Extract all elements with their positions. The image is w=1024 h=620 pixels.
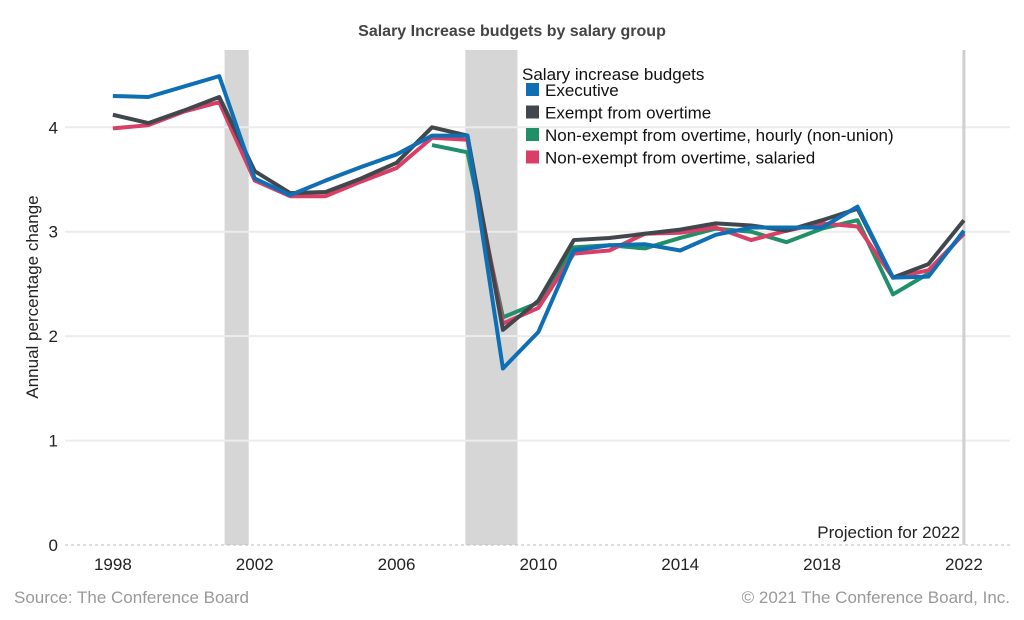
legend-label: Non-exempt from overtime, salaried [545, 149, 815, 168]
copyright-note: © 2021 The Conference Board, Inc. [742, 588, 1010, 607]
x-tick-label: 2018 [803, 555, 841, 574]
x-tick-label: 1998 [94, 555, 132, 574]
x-tick-label: 2006 [378, 555, 416, 574]
chart-title: Salary Increase budgets by salary group [358, 23, 666, 40]
legend: Salary increase budgets Executive Exempt … [522, 65, 894, 168]
y-tick-label: 3 [49, 223, 58, 242]
x-tick-label: 2010 [519, 555, 557, 574]
y-tick-label: 0 [49, 536, 58, 555]
series-line-0 [112, 74, 966, 371]
x-tick-label: 2022 [945, 555, 983, 574]
series-line-2 [431, 143, 966, 320]
y-tick-label: 4 [49, 118, 58, 137]
x-tick-label: 2014 [661, 555, 699, 574]
legend-swatch [526, 83, 539, 96]
y-tick-label: 1 [49, 432, 58, 451]
legend-swatch [526, 150, 539, 164]
source-note: Source: The Conference Board [14, 588, 249, 607]
y-tick-label: 2 [49, 327, 58, 346]
legend-label: Non-exempt from overtime, hourly (non-un… [545, 126, 894, 145]
legend-label: Executive [545, 81, 619, 100]
legend-swatch [526, 128, 539, 141]
series-line-1 [112, 94, 966, 332]
legend-title: Salary increase budgets [522, 65, 704, 84]
legend-label: Exempt from overtime [545, 104, 711, 123]
x-tick-label: 2002 [236, 555, 274, 574]
y-axis-label: Annual percentage change [23, 195, 42, 398]
legend-swatch [526, 105, 539, 119]
projection-label: Projection for 2022 [817, 523, 960, 542]
